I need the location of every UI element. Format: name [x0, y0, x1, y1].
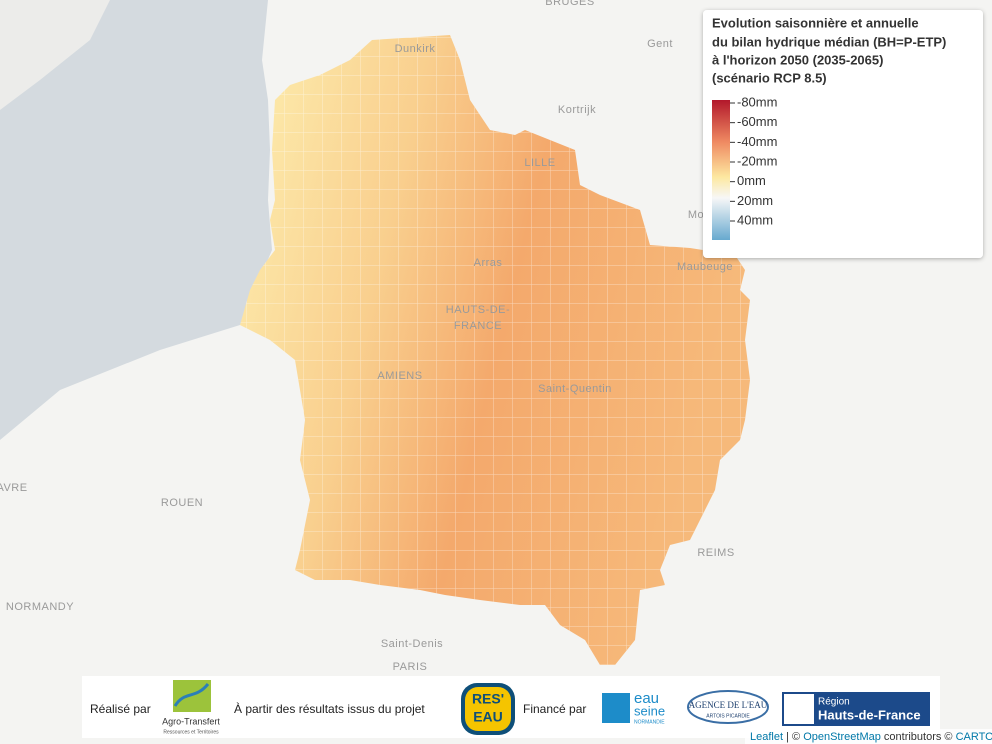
place-label: AMIENS	[377, 370, 422, 382]
reseau-1: RES'	[472, 691, 504, 707]
attribution-rest: contributors ©	[884, 731, 953, 743]
legend-label: 40mm	[737, 212, 773, 227]
map-labels: BRUGES Gent Dunkirk Kortrijk LILLE Arras HAUTS…	[0, 0, 889, 673]
legend-title: du bilan hydrique médian (BH=P-ETP)	[712, 34, 946, 49]
eau-logo	[602, 693, 630, 723]
legend-title: Evolution saisonnière et annuelle	[712, 15, 919, 30]
legend: Evolution saisonnière et annuelle du bil…	[703, 10, 983, 258]
region-word: Région	[818, 697, 850, 708]
place-label: Saint-Denis	[381, 638, 443, 650]
place-label: ROUEN	[161, 497, 203, 509]
from-project: À partir des résultats issus du projet	[234, 701, 425, 716]
normandie: NORMANDIE	[634, 719, 665, 725]
reseau-2: EAU	[473, 709, 503, 725]
agence-logo	[687, 690, 769, 724]
footer: Réalisé par Agro-Transfert Ressources et…	[82, 676, 940, 738]
place-label: Kortrijk	[558, 104, 596, 116]
seine: seine	[634, 703, 665, 718]
sea	[0, 0, 272, 440]
place-label: PARIS	[393, 661, 428, 673]
place-label: FRANCE	[454, 320, 502, 332]
legend-label: -60mm	[737, 114, 777, 129]
legend-labels: -80mm -60mm -40mm -20mm 0mm 20mm 40mm	[730, 94, 777, 227]
attribution-box	[745, 729, 992, 744]
made-by: Réalisé par	[90, 702, 151, 716]
place-label: Dunkirk	[395, 43, 436, 55]
legend-label: 20mm	[737, 193, 773, 208]
agro-sub: Ressources et Territoires	[163, 729, 219, 735]
legend-label: -40mm	[737, 134, 777, 149]
place-label: Saint-Quentin	[538, 383, 612, 395]
eau: eau	[634, 690, 659, 707]
agro-logo-river	[173, 683, 210, 707]
hdf: Hauts-de-France	[818, 707, 921, 722]
place-label: BRUGES	[545, 0, 594, 8]
attribution-sep: | ©	[786, 731, 800, 743]
reseau-logo-inner	[465, 687, 511, 731]
legend-colorbar	[712, 100, 730, 240]
agro-name: Agro-Transfert	[162, 716, 220, 726]
place-label: Maubeuge	[677, 261, 733, 273]
england	[0, 0, 110, 110]
legend-box	[703, 10, 983, 258]
attribution: Leaflet | © OpenStreetMap contributors ©…	[750, 731, 992, 743]
place-label: NORMANDY	[6, 601, 74, 613]
place-label: Mo	[688, 209, 704, 221]
agence-sub: ARTOIS PICARDIE	[706, 713, 750, 719]
place-label: Arras	[474, 257, 503, 269]
legend-label: 0mm	[737, 173, 766, 188]
agence: AGENCE DE L'EAU	[689, 700, 768, 710]
region-logo-icon	[784, 694, 814, 724]
region	[240, 35, 750, 665]
leaflet-link[interactable]: Leaflet	[750, 731, 783, 743]
place-label: Gent	[647, 38, 673, 50]
place-label: REIMS	[697, 547, 734, 559]
legend-label: -80mm	[737, 94, 777, 109]
place-label: AVRE	[0, 482, 28, 494]
place-label: LILLE	[524, 157, 555, 169]
osm-link[interactable]: OpenStreetMap	[803, 731, 881, 743]
region-grid	[240, 35, 750, 665]
carto-link[interactable]: CARTO	[956, 731, 992, 743]
legend-title: (scénario RCP 8.5)	[712, 70, 827, 85]
place-label: HAUTS-DE-	[446, 304, 510, 316]
funded-by: Financé par	[523, 702, 586, 716]
legend-title: à l'horizon 2050 (2035-2065)	[712, 52, 883, 67]
legend-label: -20mm	[737, 153, 777, 168]
